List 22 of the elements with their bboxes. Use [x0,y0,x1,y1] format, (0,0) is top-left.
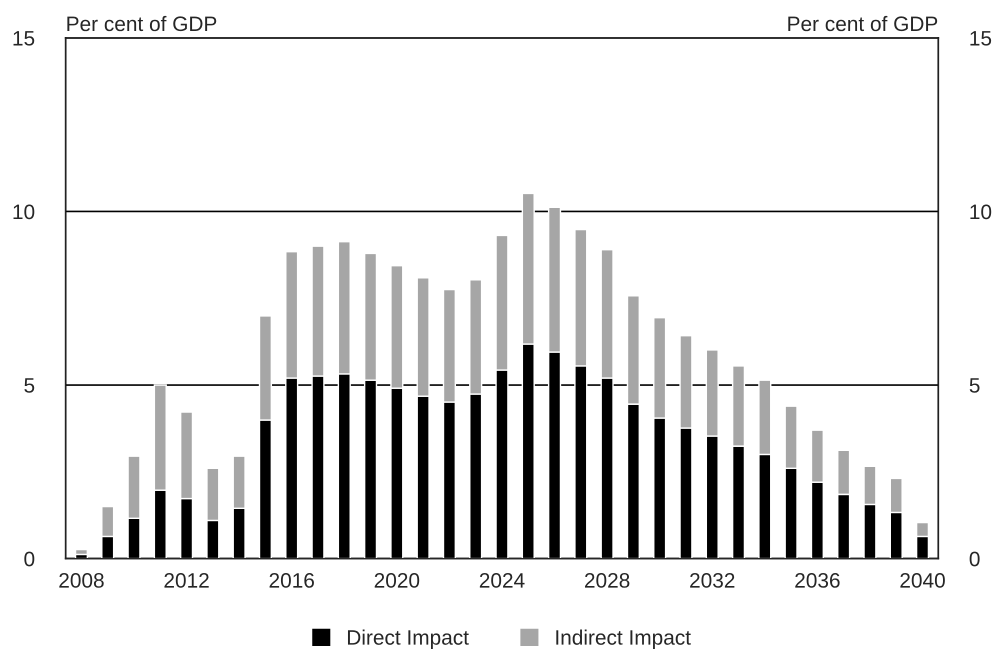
x-tick-label: 2020 [374,573,420,588]
y-tick-label: 5 [24,378,34,393]
y-axis-title: Per cent of GDP [67,16,216,32]
bar [74,548,88,556]
y2-axis-title: Per cent of GDP [788,16,938,32]
x-tick-label: 2012 [164,573,209,588]
x-tick-label: 2028 [584,573,630,588]
legend-label: Direct Impact [348,630,469,649]
y-tick-label: 15 [14,31,34,46]
y2-tick-label: 0 [970,552,980,566]
legend-label: Indirect Impact [556,630,691,649]
x-tick-label: 2008 [59,573,104,588]
y-tick-label: 0 [24,552,34,566]
x-tick-label: 2036 [795,573,840,588]
x-tick-label: 2040 [900,573,945,588]
y2-tick-label: 15 [970,31,992,46]
y2-tick-label: 5 [970,378,980,393]
x-tick-label: 2024 [480,573,525,588]
y-tick-label: 10 [14,204,34,220]
x-tick-label: 2032 [690,573,734,588]
y2-tick-label: 10 [970,204,992,220]
x-tick-label: 2016 [270,573,314,588]
